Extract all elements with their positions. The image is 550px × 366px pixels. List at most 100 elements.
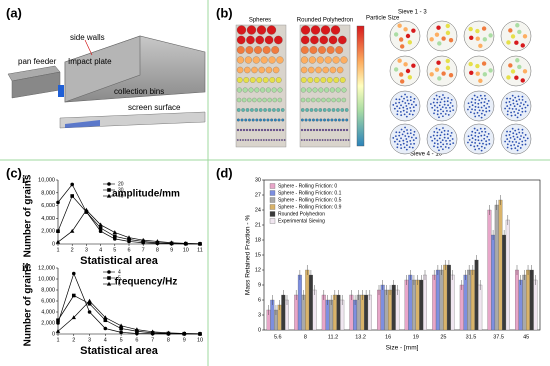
sieve-particle — [433, 131, 436, 133]
sieve-particle — [470, 101, 473, 104]
sieve-particle — [399, 144, 402, 146]
sieve-particle — [452, 109, 455, 111]
legend-label: Sphere - Rolling Friction: 0.9 — [278, 204, 342, 210]
sieve-particle — [476, 96, 479, 99]
particle — [334, 139, 337, 141]
particle — [267, 108, 272, 112]
particle — [262, 118, 266, 122]
legend-label: 6 — [118, 281, 121, 287]
sieve-particle — [519, 147, 522, 149]
bar — [470, 269, 475, 331]
sieve — [426, 20, 458, 52]
sim-frame — [235, 24, 287, 148]
sieve-particle — [395, 131, 398, 134]
annotation: side walls — [70, 33, 105, 42]
point — [112, 230, 117, 235]
particle — [340, 108, 345, 112]
point — [197, 331, 203, 336]
bar — [494, 204, 499, 331]
legend-label: 4 — [118, 269, 121, 275]
pointer — [84, 39, 93, 56]
sieve-particle — [471, 108, 473, 111]
sieve-particle — [450, 131, 453, 134]
sieve-particle — [429, 37, 434, 42]
sieve-particle — [449, 101, 452, 104]
bar — [356, 294, 361, 331]
sieve-particle — [522, 103, 525, 106]
particle — [243, 77, 250, 83]
sieve-particle — [398, 98, 401, 101]
sieve-particle — [476, 129, 479, 132]
point — [166, 330, 171, 335]
particle — [244, 66, 251, 74]
sieve-particle — [445, 23, 450, 29]
point — [84, 207, 89, 212]
sieve-particle — [478, 99, 481, 102]
sieve-particle — [469, 144, 472, 147]
sieve-particle — [402, 109, 405, 112]
sieve-particle — [400, 95, 403, 98]
sieve-particle — [446, 133, 449, 136]
sieve-particle — [478, 43, 483, 49]
particle — [273, 118, 277, 122]
sieve-particle — [404, 135, 407, 137]
bar — [463, 274, 468, 331]
x-tick-label: 6 — [127, 247, 130, 253]
particle — [321, 97, 326, 103]
particle — [267, 97, 272, 103]
sieve-particle — [483, 104, 486, 107]
sieve-particle — [485, 107, 488, 110]
point — [87, 301, 92, 306]
sieve-particle — [483, 134, 486, 137]
sieve-particle — [440, 112, 442, 115]
particle — [331, 108, 336, 112]
point — [56, 321, 60, 325]
sieve-particle — [446, 143, 448, 145]
sieve-particle — [468, 61, 473, 67]
sieve-particle — [433, 145, 435, 148]
sieve-particle — [435, 94, 438, 97]
sieve-particle — [483, 114, 486, 116]
particle — [263, 128, 267, 132]
sieve-particle — [478, 109, 481, 112]
sieve-particle — [392, 137, 395, 139]
sieve-particle — [442, 94, 444, 96]
sieve-particle — [406, 107, 409, 110]
sieve-particle — [511, 127, 514, 130]
x-axis-label: Statistical area — [80, 255, 159, 267]
particle — [236, 25, 247, 35]
particle — [300, 35, 310, 45]
x-tick-label: 11 — [197, 247, 203, 253]
sieve-particle — [514, 40, 519, 45]
particle — [316, 139, 319, 141]
sieve-particle — [407, 75, 413, 80]
particle — [327, 108, 331, 112]
sieve-particle — [437, 41, 442, 46]
particle — [265, 87, 271, 93]
sieve-particle — [522, 136, 525, 139]
particle — [262, 46, 271, 54]
sieve-particle — [524, 134, 527, 136]
legend-marker — [106, 281, 112, 286]
sieve-particle — [518, 131, 521, 134]
x-tick-label: 19 — [413, 334, 419, 340]
particle — [262, 77, 269, 83]
sieve-particle — [477, 102, 480, 105]
particle — [249, 77, 256, 83]
sieve-particle — [484, 98, 487, 100]
x-tick-label: 2 — [71, 247, 74, 253]
panel-label: (c) — [6, 165, 22, 180]
bar — [478, 284, 483, 331]
sieve-particle — [474, 109, 477, 111]
series-line — [57, 300, 201, 335]
sieve-particle — [510, 114, 513, 117]
sieve-particle — [405, 148, 408, 151]
sieve-particle — [408, 113, 411, 116]
sieve-particle — [445, 30, 451, 36]
point — [71, 315, 76, 320]
sieve-particle — [431, 106, 434, 109]
sieve — [500, 90, 532, 122]
particle — [274, 35, 283, 45]
sieve-particle — [487, 133, 490, 135]
particle — [303, 128, 307, 132]
